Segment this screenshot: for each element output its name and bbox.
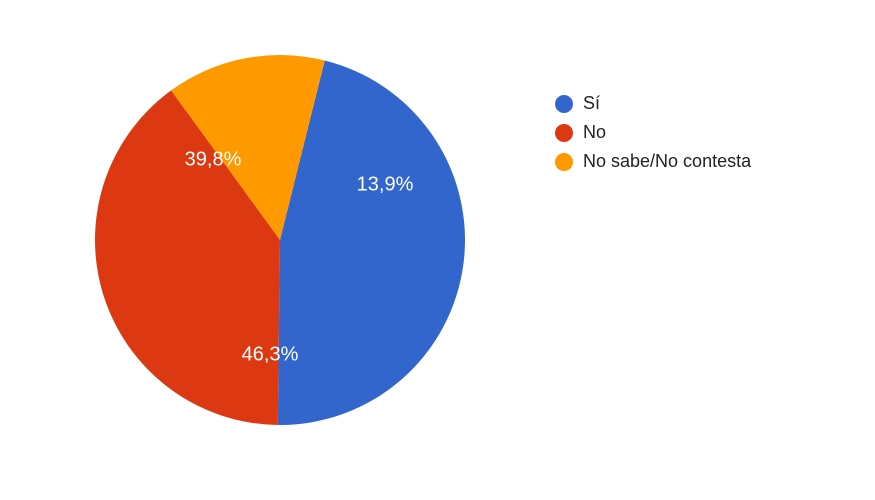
slice-label-2: 13,9% bbox=[357, 174, 414, 197]
slice-label-0: 46,3% bbox=[242, 344, 299, 367]
legend-marker-icon bbox=[555, 95, 573, 113]
legend-label: No bbox=[583, 122, 606, 143]
pie-chart-container: 46,3% 39,8% 13,9% bbox=[95, 55, 465, 425]
legend-item-1: No bbox=[555, 122, 751, 143]
legend-label: Sí bbox=[583, 93, 600, 114]
slice-label-1: 39,8% bbox=[185, 149, 242, 172]
legend-label: No sabe/No contesta bbox=[583, 151, 751, 172]
legend-item-2: No sabe/No contesta bbox=[555, 151, 751, 172]
legend-marker-icon bbox=[555, 153, 573, 171]
legend-item-0: Sí bbox=[555, 93, 751, 114]
legend-marker-icon bbox=[555, 124, 573, 142]
pie-chart bbox=[95, 55, 465, 425]
legend: Sí No No sabe/No contesta bbox=[555, 93, 751, 172]
